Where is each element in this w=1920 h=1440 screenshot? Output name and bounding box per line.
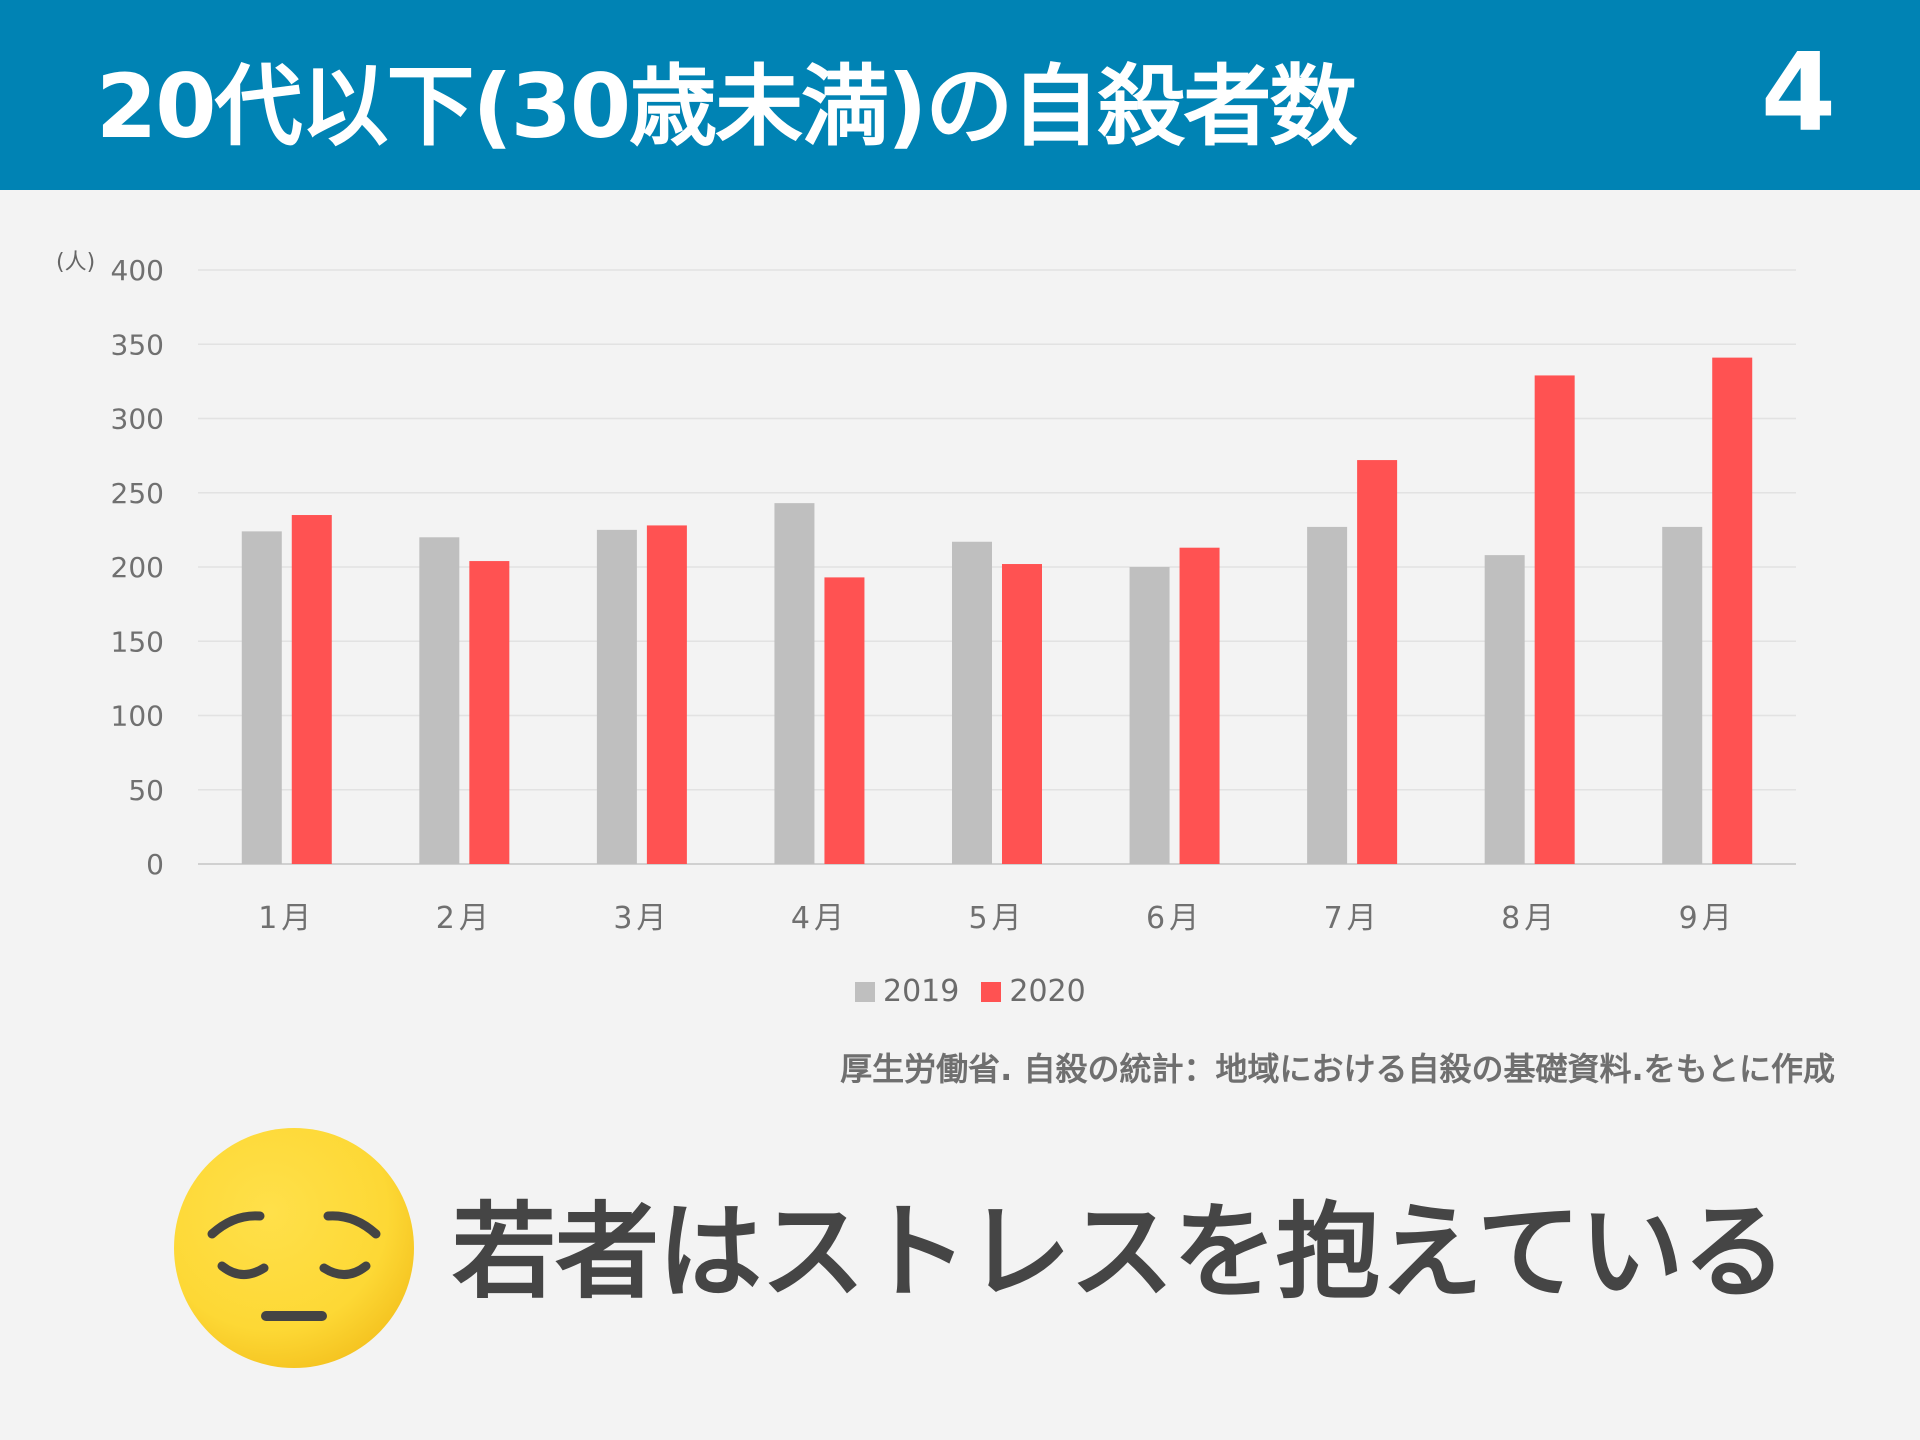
y-tick-label: 100 <box>111 700 164 733</box>
bar-2020-7 <box>1357 460 1398 864</box>
y-tick-label: 200 <box>111 551 164 584</box>
page-number: 4 <box>1760 31 1836 156</box>
x-tick-label: 5月 <box>968 901 1025 936</box>
bar-chart: 0 50 100 150 200 250 300 350 400 1月 2月 3月 4月 5月 6月 7月 8月… <box>111 254 1796 936</box>
bar-2019-4 <box>774 503 815 864</box>
x-tick-label: 4月 <box>791 901 848 936</box>
chart-legend: 2019 2020 <box>855 974 1086 1009</box>
bar-2020-2 <box>469 561 510 864</box>
bar-2020-4 <box>824 577 865 864</box>
message-text: 若者はストレスを抱えている <box>452 1191 1787 1313</box>
legend-label-2020: 2020 <box>1009 974 1086 1009</box>
bar-2020-9 <box>1712 357 1753 864</box>
bar-2019-6 <box>1129 567 1170 864</box>
page-title: 20代以下(30歳未満)の自殺者数 <box>96 55 1357 158</box>
legend-item-2020: 2020 <box>981 974 1086 1009</box>
y-tick-label: 350 <box>111 328 164 361</box>
y-tick-label: 400 <box>111 254 164 287</box>
x-tick-label: 9月 <box>1679 901 1736 936</box>
bar-2019-3 <box>596 529 637 864</box>
y-tick-label: 50 <box>128 774 164 807</box>
x-tick-label: 8月 <box>1501 901 1558 936</box>
y-tick-label: 300 <box>111 403 164 436</box>
legend-label-2019: 2019 <box>883 974 960 1009</box>
bar-2020-5 <box>1002 564 1042 864</box>
y-tick-label: 0 <box>146 848 164 881</box>
x-tick-label: 3月 <box>613 901 670 936</box>
title-banner: 20代以下(30歳未満)の自殺者数 4 <box>0 0 1920 190</box>
x-tick-label: 6月 <box>1146 901 1203 936</box>
x-tick-label: 7月 <box>1324 901 1381 936</box>
bar-2020-6 <box>1179 547 1220 864</box>
legend-swatch-2020 <box>981 981 1002 1002</box>
pensive-face-icon <box>172 1126 416 1370</box>
legend-swatch-2019 <box>855 981 875 1002</box>
y-tick-label: 150 <box>111 625 164 658</box>
bar-2019-5 <box>952 541 992 864</box>
source-note: 厚生労働省. 自殺の統計：地域における自殺の基礎資料.をもとに作成 <box>840 1050 1835 1088</box>
y-axis-unit-label: (人) <box>56 250 96 275</box>
bar-2019-1 <box>241 531 282 864</box>
bar-2019-7 <box>1307 526 1348 864</box>
x-tick-label: 1月 <box>258 901 315 936</box>
bar-2019-2 <box>419 537 460 864</box>
bar-2020-8 <box>1534 375 1575 864</box>
bar-2020-3 <box>646 525 687 864</box>
bar-2019-9 <box>1662 526 1703 864</box>
y-tick-label: 250 <box>111 477 164 510</box>
x-tick-label: 2月 <box>436 901 493 936</box>
legend-item-2019: 2019 <box>855 974 959 1009</box>
bar-2020-1 <box>291 515 332 864</box>
bar-2019-8 <box>1484 555 1525 864</box>
